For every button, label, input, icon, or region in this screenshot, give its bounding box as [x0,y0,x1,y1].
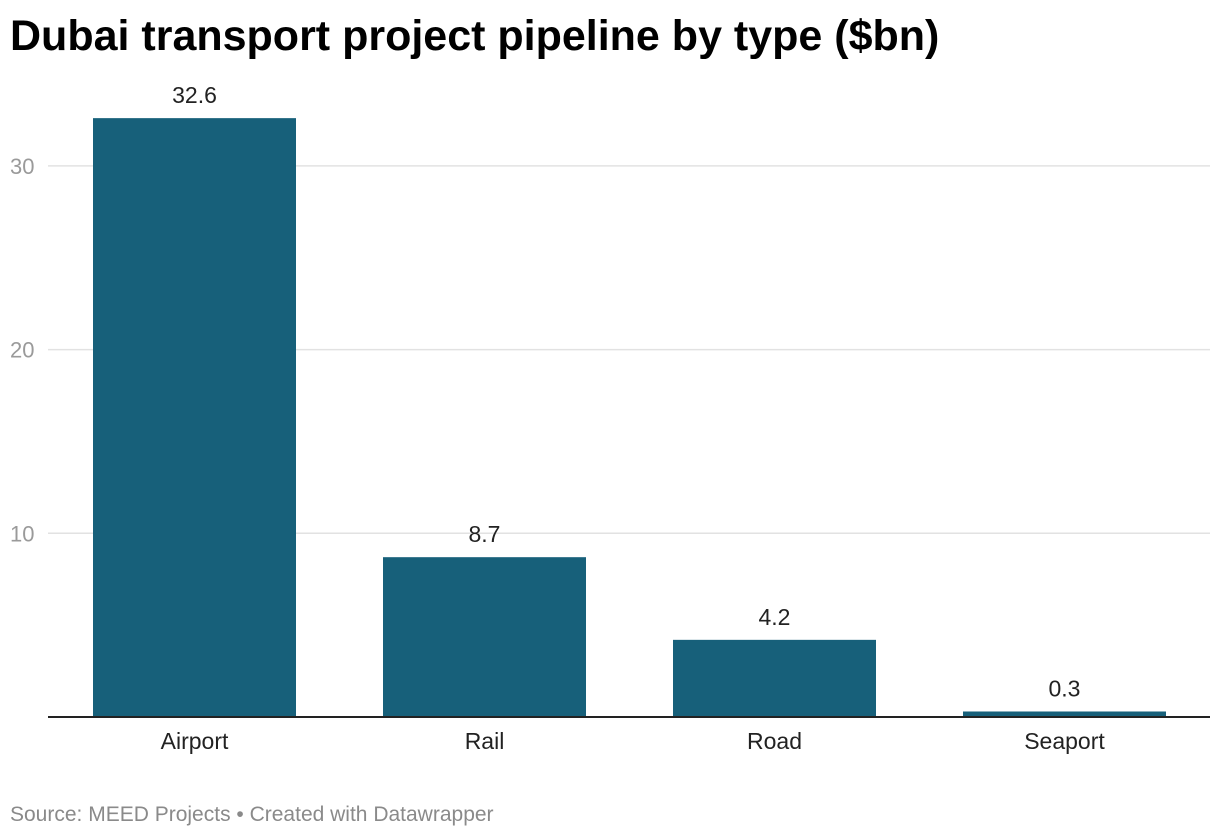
bars [48,118,1210,718]
y-tick-label: 10 [10,521,34,546]
y-tick-label: 20 [10,338,34,363]
x-tick-label: Rail [465,728,505,754]
data-label: 32.6 [172,82,217,108]
data-label: 8.7 [469,521,501,547]
bar-airport [93,118,296,717]
data-label: 4.2 [759,604,791,630]
x-tick-label: Airport [161,728,229,754]
chart-title: Dubai transport project pipeline by type… [10,12,940,60]
source-note: Source: MEED Projects • Created with Dat… [10,803,494,826]
bar-road [673,639,876,717]
labels: 10 20 30 32.6 Airport 8.7 Rail 4.2 Road 0.3 Seapor… [10,82,1105,754]
x-tick-label: Seaport [1024,728,1105,754]
x-tick-label: Road [747,728,802,754]
y-tick-label: 30 [10,154,34,179]
bar-rail [383,557,586,717]
data-label: 0.3 [1049,675,1081,701]
bar-seaport [963,711,1166,717]
